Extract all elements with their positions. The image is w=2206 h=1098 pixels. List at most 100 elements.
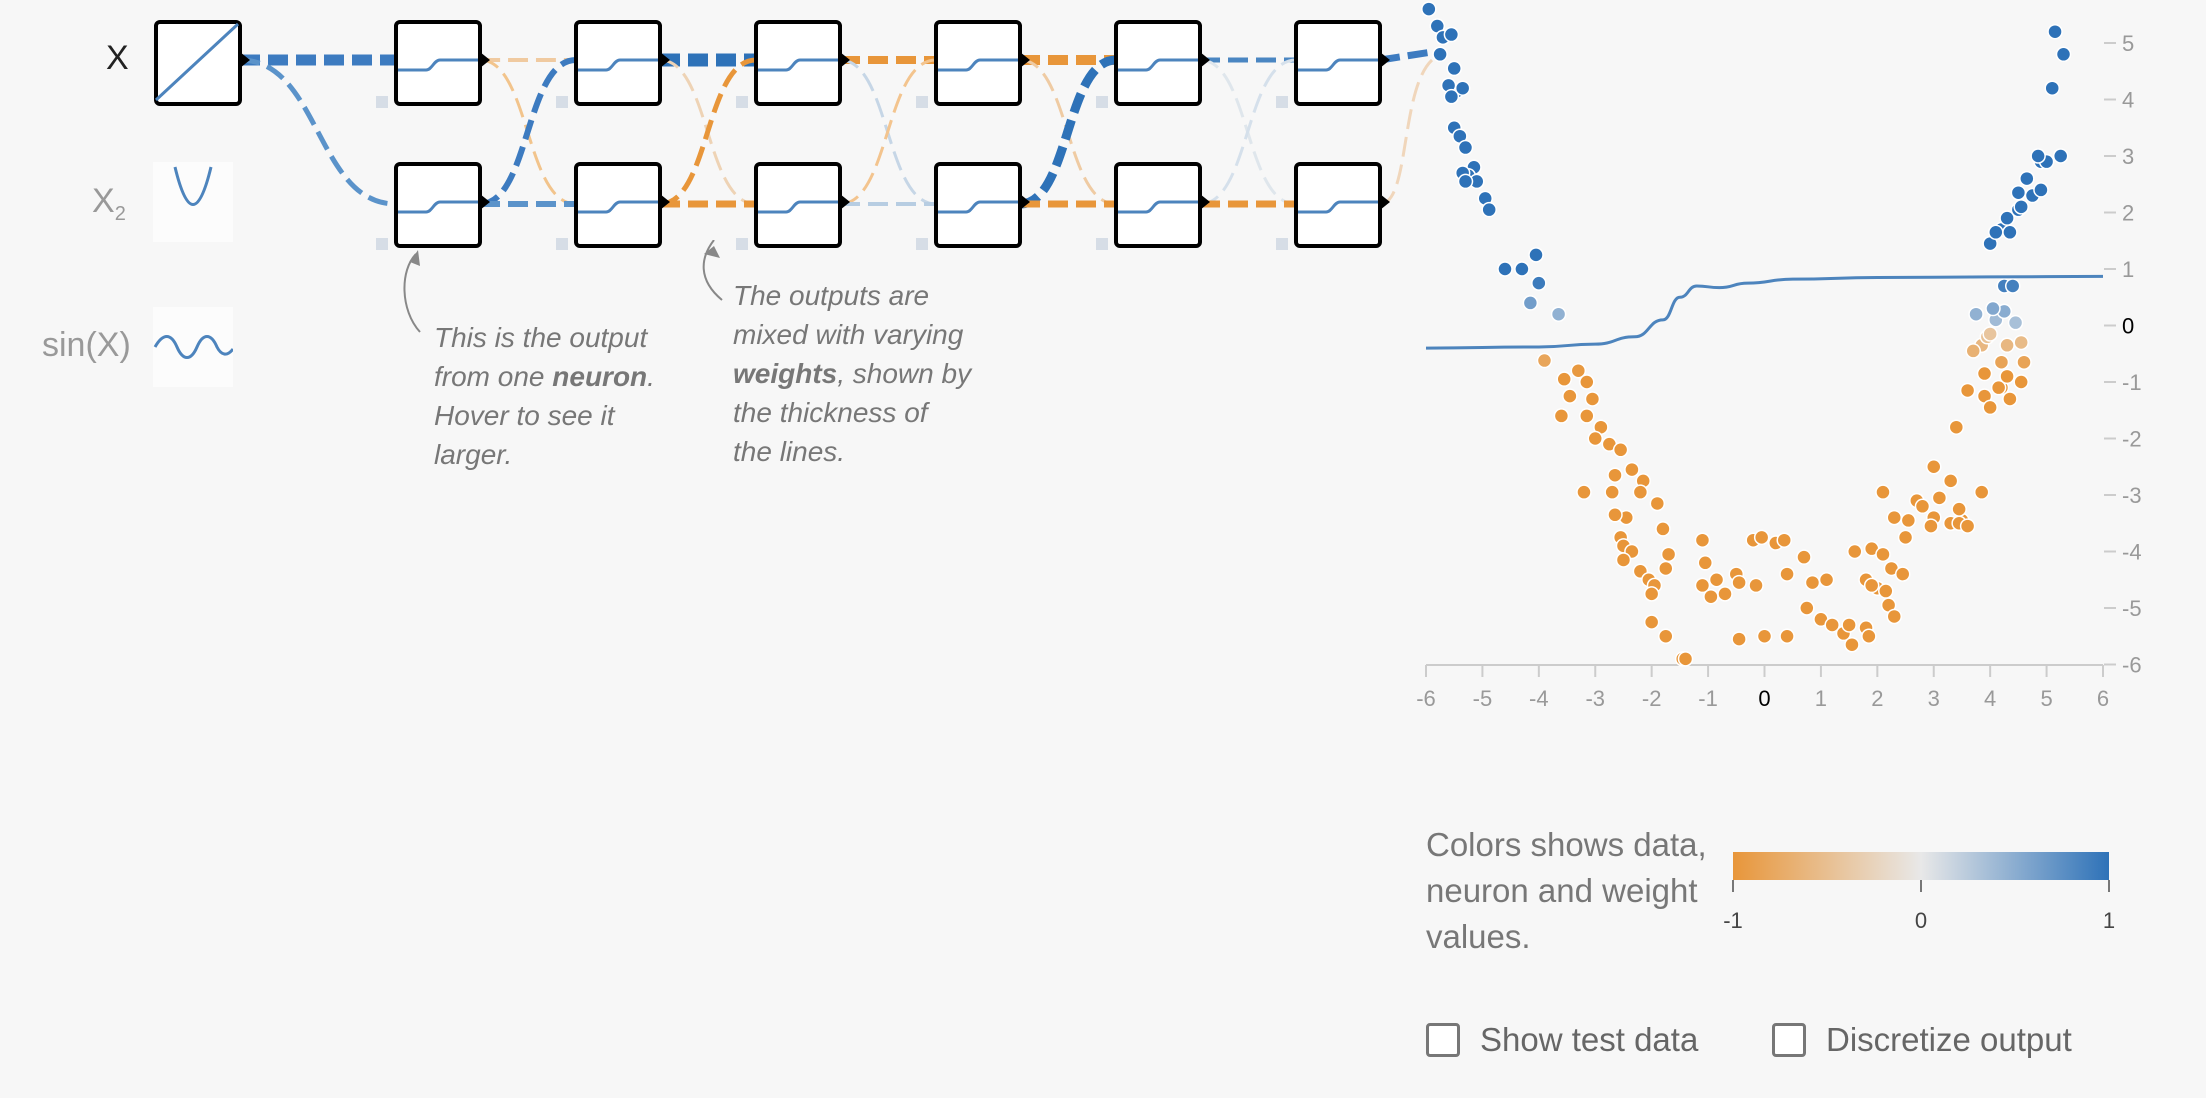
data-point: [1457, 139, 1474, 156]
data-point: [1454, 80, 1471, 96]
data-point: [1875, 484, 1891, 500]
data-point: [1982, 326, 1998, 342]
link[interactable]: [239, 57, 397, 207]
data-point: [1604, 484, 1620, 500]
link[interactable]: [839, 58, 937, 206]
data-point: [1446, 60, 1462, 77]
data-point: [1779, 566, 1795, 582]
data-point: [1497, 261, 1513, 277]
link[interactable]: [479, 57, 577, 207]
data-point: [2007, 314, 2024, 331]
data-point: [1731, 631, 1747, 647]
neuron[interactable]: [574, 162, 670, 248]
link[interactable]: [1199, 58, 1297, 206]
data-point: [1988, 224, 2004, 241]
neuron[interactable]: [1294, 20, 1390, 106]
feature-sinx-label: sin(X): [42, 326, 131, 364]
data-point: [1976, 365, 1993, 382]
feature-x2-label: X2: [92, 182, 126, 225]
checkbox-box[interactable]: [1772, 1023, 1806, 1057]
output-plot[interactable]: -6 -5 -4 -3 -2 -1 0 1 2 3 4 5 6 5 4 3 2 1 0 -1 -2 -3 -4 -5 -6: [0, 0, 2206, 720]
link[interactable]: [659, 57, 757, 207]
data-point: [1694, 577, 1711, 594]
x-tick-label: -5: [1473, 686, 1493, 711]
show-test-data-checkbox[interactable]: Show test data: [1426, 1021, 1698, 1059]
neuron[interactable]: [1114, 20, 1210, 106]
data-point: [1796, 549, 1812, 565]
data-point: [2019, 170, 2035, 187]
data-point: [1875, 546, 1891, 563]
data-point: [1658, 560, 1674, 577]
data-point: [1999, 368, 2015, 385]
neuron[interactable]: [1294, 162, 1390, 248]
neuron[interactable]: [934, 162, 1030, 248]
neuron[interactable]: [754, 162, 850, 248]
discretize-output-checkbox[interactable]: Discretize output: [1772, 1021, 2072, 1059]
legend-tick: -1: [1723, 908, 1743, 933]
link[interactable]: [1379, 58, 1434, 206]
data-point: [1677, 651, 1694, 667]
y-tick-label: 5: [2122, 31, 2134, 56]
data-point: [1948, 419, 1965, 435]
sine-wave-icon[interactable]: [153, 307, 235, 387]
neuron[interactable]: [934, 20, 1030, 106]
data-point: [1587, 430, 1603, 447]
neuron[interactable]: [754, 20, 850, 106]
neuron[interactable]: [574, 20, 670, 106]
parabola-icon[interactable]: [153, 162, 233, 242]
data-point: [2044, 80, 2060, 96]
data-point: [1607, 467, 1623, 483]
data-point: [1694, 532, 1711, 548]
data-point: [1514, 261, 1530, 277]
data-point: [1570, 362, 1587, 379]
data-point: [1990, 379, 2007, 396]
data-point: [1579, 374, 1595, 390]
neuron[interactable]: [1114, 162, 1210, 248]
color-legend: -1 0 1: [1723, 852, 2115, 933]
data-point: [2030, 148, 2046, 164]
data-point: [2047, 23, 2063, 40]
x-tick-label: 1: [1815, 686, 1827, 711]
data-point: [1607, 507, 1623, 523]
data-point: [1481, 201, 1497, 218]
x-tick-label: -6: [1416, 686, 1436, 711]
y-tick-label: -2: [2122, 427, 2142, 452]
data-point: [1753, 529, 1770, 546]
link[interactable]: [1379, 48, 1433, 64]
data-point: [1973, 484, 1990, 500]
data-point: [1894, 566, 1911, 582]
x-tick-label: -2: [1642, 686, 1662, 711]
data-point: [1443, 26, 1460, 43]
y-tick-label: 0: [2122, 314, 2134, 339]
data-point: [1624, 461, 1640, 478]
x-tick-label: 4: [1984, 686, 1996, 711]
data-point: [1584, 391, 1601, 407]
checkbox-box[interactable]: [1426, 1023, 1460, 1057]
data-point: [1658, 628, 1674, 644]
data-point: [1717, 586, 1733, 602]
data-point: [1844, 636, 1860, 653]
data-point: [1847, 543, 1863, 560]
y-tick-label: -3: [2122, 483, 2142, 508]
link[interactable]: [1019, 55, 1117, 209]
data-point: [2052, 148, 2069, 164]
linear-icon[interactable]: [154, 20, 250, 106]
annotation-arrows: [403, 240, 723, 333]
neuron[interactable]: [394, 162, 490, 248]
neuron[interactable]: [394, 20, 490, 106]
data-point: [1942, 473, 1959, 489]
data-point: [2013, 374, 2029, 390]
data-point: [1886, 608, 1903, 625]
data-point: [1612, 442, 1629, 458]
data-point: [1993, 354, 2010, 370]
data-point: [2013, 334, 2029, 351]
y-tick-label: 3: [2122, 144, 2134, 169]
feature-x-label: X: [106, 39, 129, 77]
y-tick-label: -6: [2122, 653, 2142, 678]
data-point: [1649, 495, 1666, 512]
prediction-curve: [1425, 274, 2104, 350]
data-point: [1536, 352, 1553, 369]
data-point: [1528, 247, 1544, 263]
data-point: [1923, 518, 1939, 534]
data-point: [1643, 586, 1660, 602]
